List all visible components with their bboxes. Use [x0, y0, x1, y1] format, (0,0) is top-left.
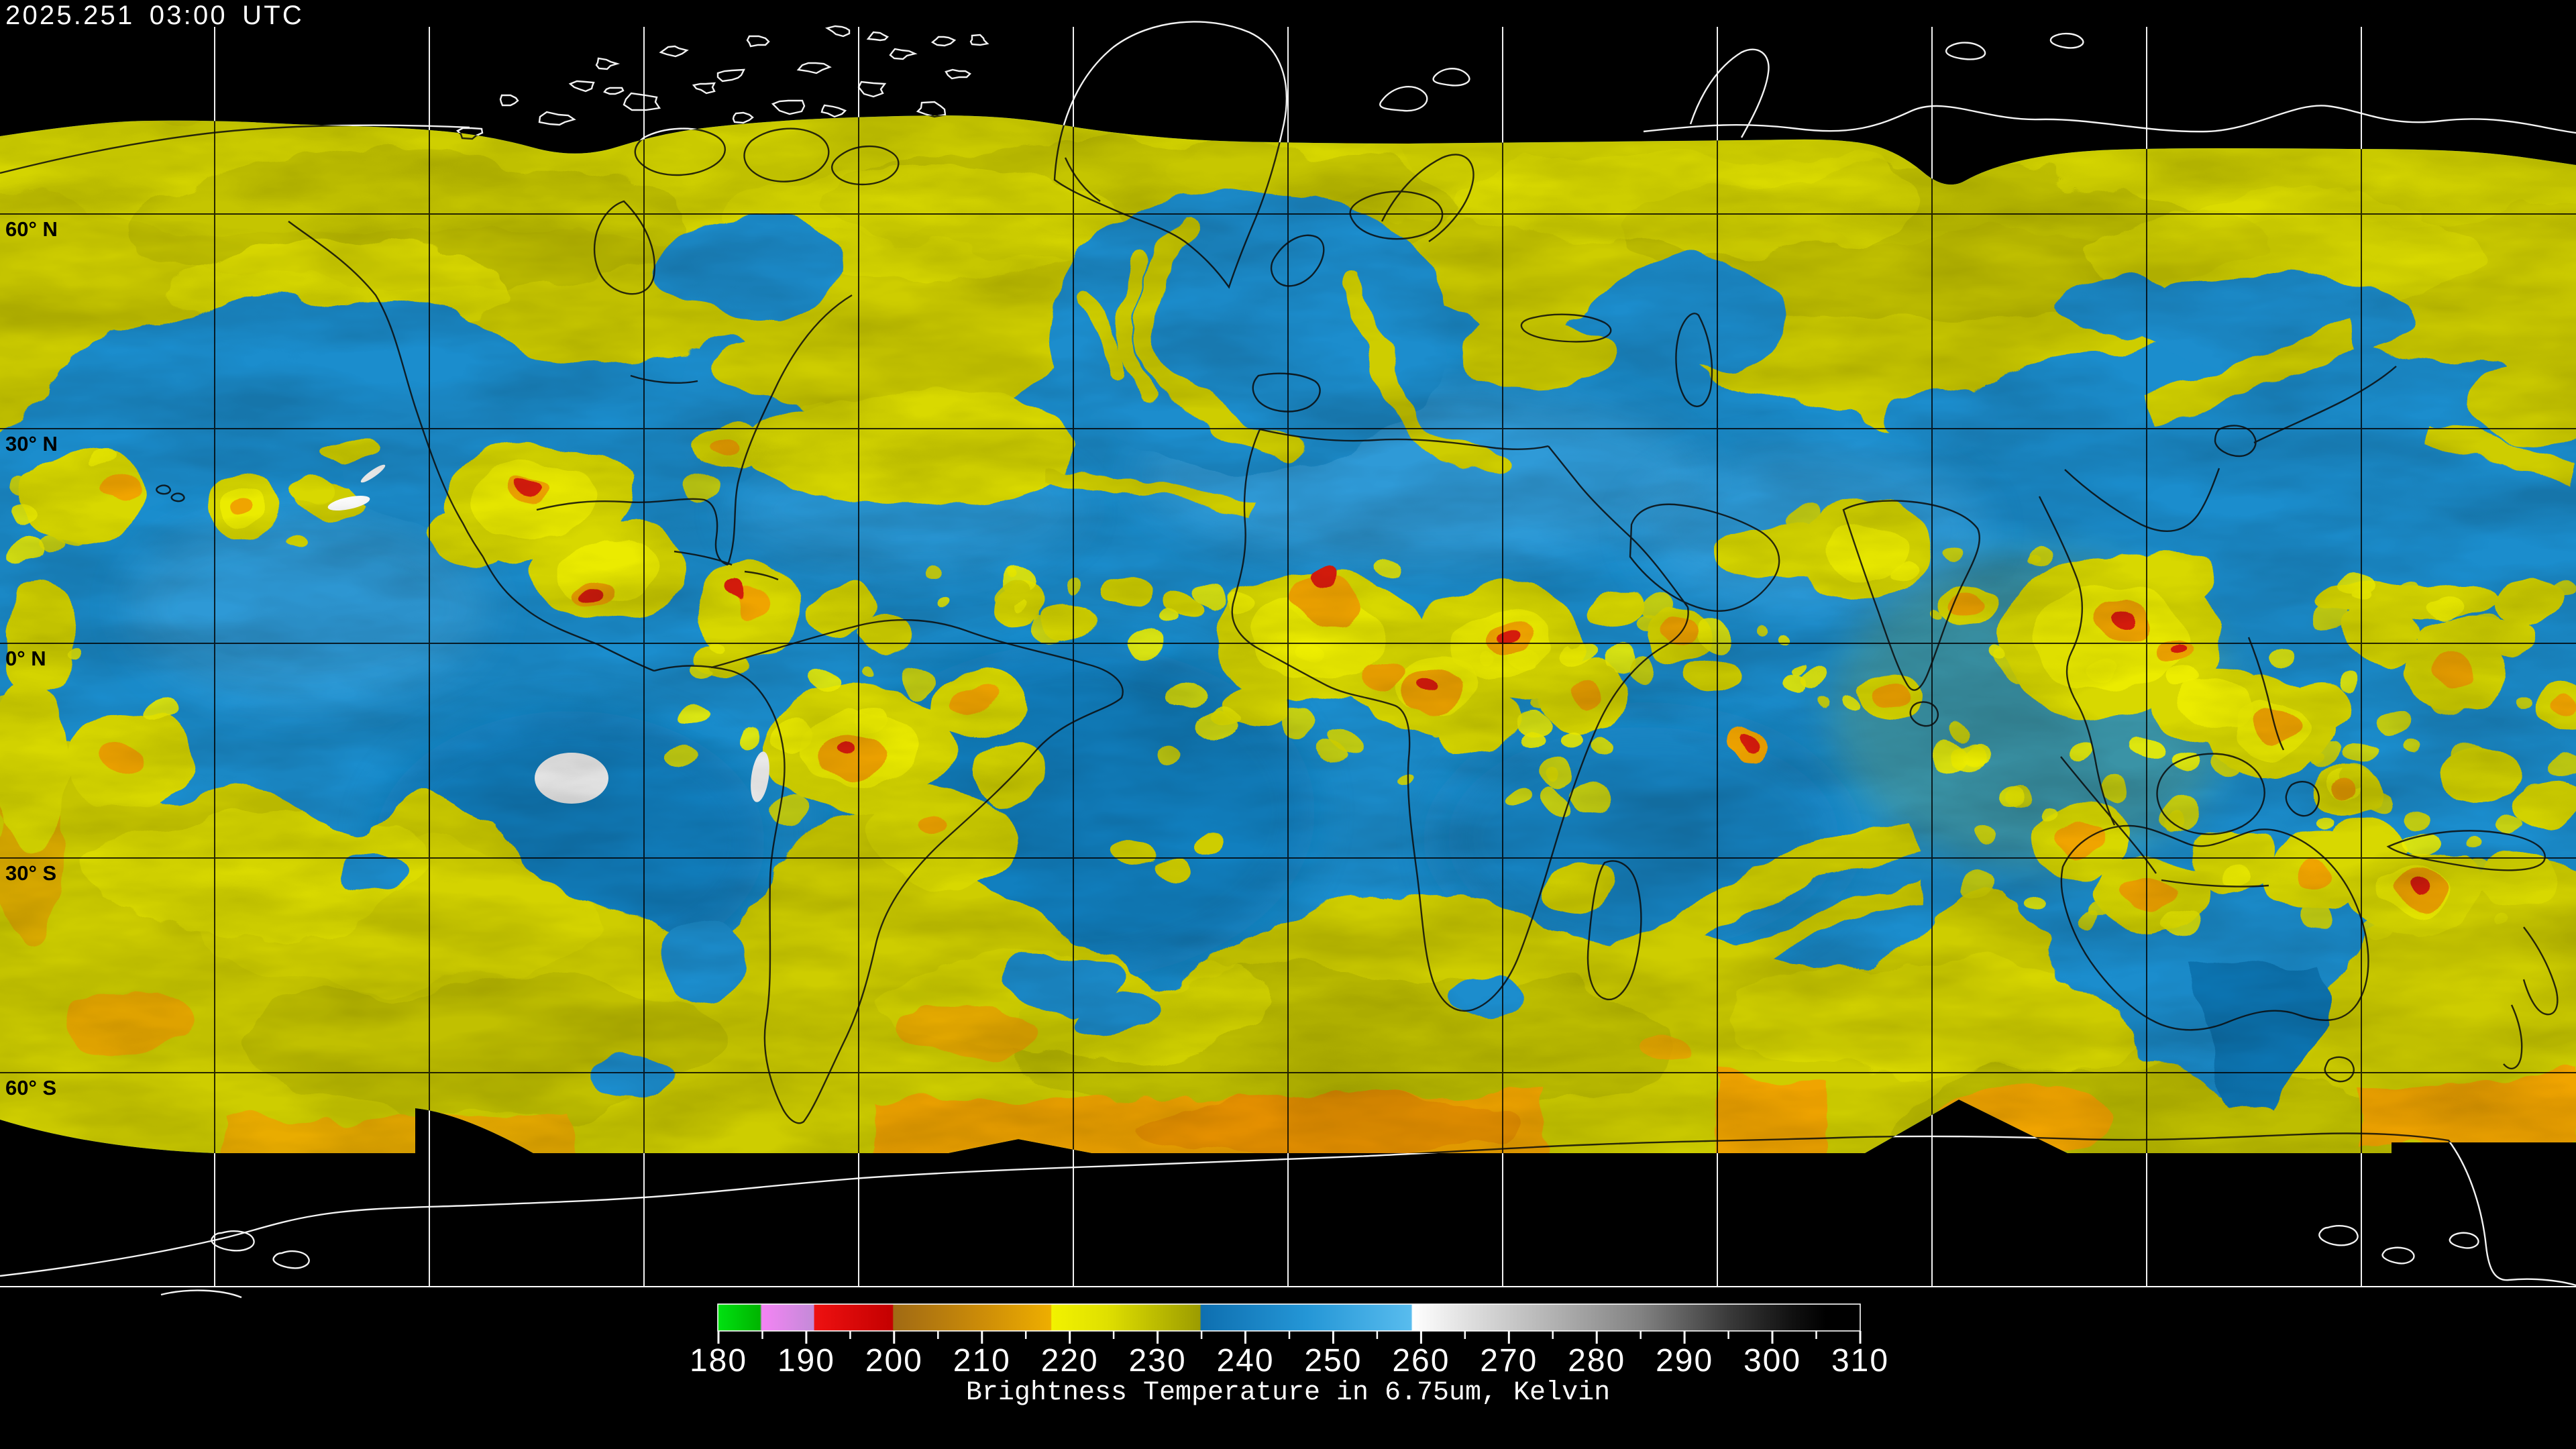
svg-text:200: 200 — [865, 1343, 923, 1379]
svg-text:2025.251 03:00 UTC: 2025.251 03:00 UTC — [5, 1, 304, 30]
svg-text:30° S: 30° S — [5, 861, 56, 885]
svg-text:60° N: 60° N — [5, 217, 58, 241]
svg-text:250: 250 — [1304, 1343, 1362, 1379]
svg-text:190: 190 — [777, 1343, 835, 1379]
svg-text:Brightness Temperature in 6.75: Brightness Temperature in 6.75um, Kelvin — [966, 1378, 1610, 1408]
svg-text:180: 180 — [690, 1343, 747, 1379]
svg-text:240: 240 — [1216, 1343, 1274, 1379]
svg-text:300: 300 — [1743, 1343, 1801, 1379]
svg-text:60° S: 60° S — [5, 1076, 56, 1099]
svg-text:280: 280 — [1568, 1343, 1625, 1379]
svg-text:0° N: 0° N — [5, 647, 46, 670]
svg-text:290: 290 — [1656, 1343, 1713, 1379]
svg-text:210: 210 — [953, 1343, 1011, 1379]
svg-text:30° N: 30° N — [5, 432, 58, 455]
svg-text:310: 310 — [1831, 1343, 1889, 1379]
svg-text:260: 260 — [1392, 1343, 1450, 1379]
svg-text:270: 270 — [1480, 1343, 1538, 1379]
svg-text:220: 220 — [1041, 1343, 1099, 1379]
svg-text:230: 230 — [1129, 1343, 1187, 1379]
